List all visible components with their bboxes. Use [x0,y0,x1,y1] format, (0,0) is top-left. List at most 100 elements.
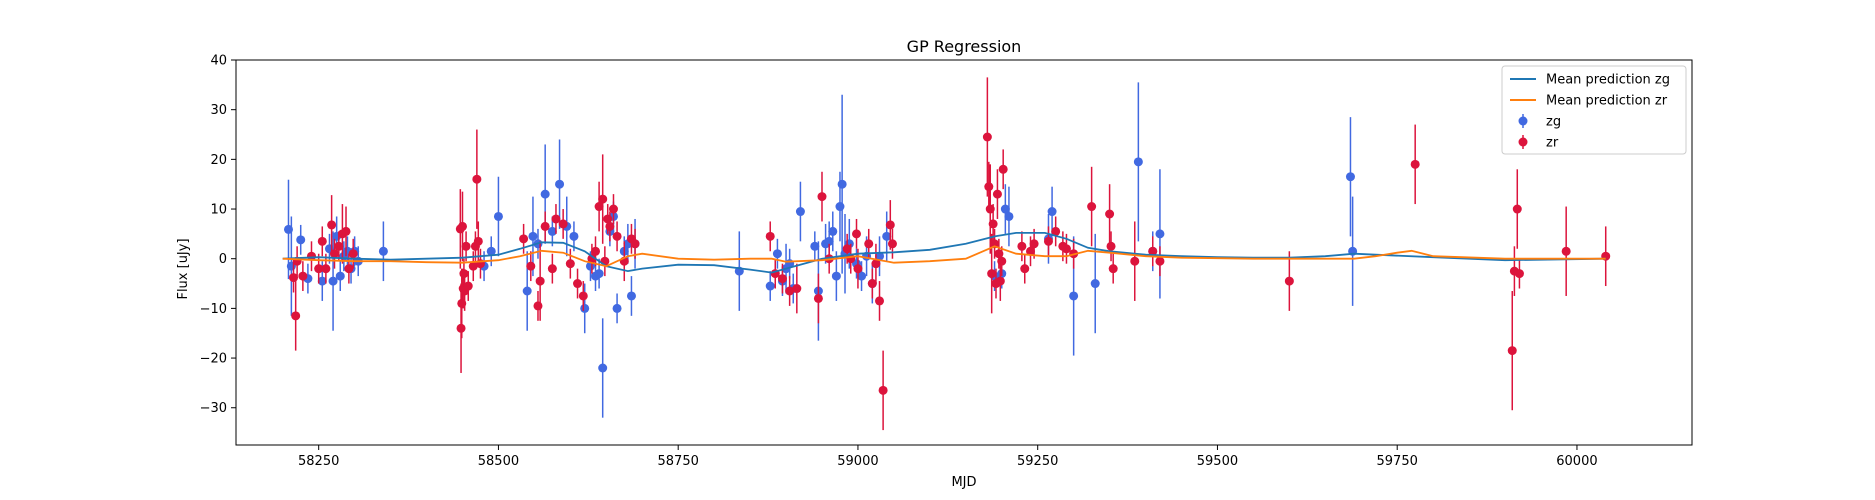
point-zg [875,251,885,261]
legend: Mean prediction zg Mean prediction zr zg zr [1501,65,1687,155]
point-zr [341,226,351,236]
point-zg [824,236,834,246]
legend-item-mean-zr: Mean prediction zr [1510,94,1668,109]
y-tick-label: −10 [200,302,227,317]
x-tick-label: 58500 [478,454,519,469]
point-zr [317,236,327,246]
x-tick-label: 59250 [1017,454,1058,469]
point-zr [547,264,557,274]
point-zg [772,249,782,259]
point-zg [857,271,867,281]
chart-title: GP Regression [907,37,1022,56]
point-zr [334,241,344,251]
point-zr [587,254,597,264]
point-zg [795,207,805,217]
axes-frame [235,59,1693,446]
point-zr [1026,246,1036,256]
point-zr [1514,269,1524,279]
point-zr [1017,241,1027,251]
legend-item-zr: zr [1518,135,1559,151]
point-zr [842,244,852,254]
point-zr [298,271,308,281]
point-zr [1130,256,1140,266]
point-zg [1155,229,1165,239]
point-zr [565,259,575,269]
point-zg [335,271,345,281]
point-zr [853,264,863,274]
series-zr [289,77,1611,431]
point-zg [1133,157,1143,167]
point-zr [330,249,340,259]
point-zr [1148,246,1158,256]
point-zr [988,219,998,229]
point-zg [598,363,608,373]
point-zr [348,249,358,259]
point-zr [472,174,482,184]
point-zg [835,202,845,212]
point-zr [982,132,992,142]
point-zr [1561,246,1571,256]
axes: 58250 58500 58750 59000 59250 59500 59750 60000… [200,54,1693,469]
point-zg [837,179,847,189]
legend-label: Mean prediction zg [1546,73,1670,88]
point-zg [317,276,327,286]
point-zr [1029,239,1039,249]
point-zg [612,303,622,313]
point-zg [828,226,838,236]
point-zg [555,179,565,189]
mean-line-zr [282,245,1606,268]
y-tick-label: −20 [200,352,227,367]
point-zr [344,264,354,274]
point-zr [608,204,618,214]
point-zr [777,274,787,284]
point-zr [878,385,888,395]
point-zr [867,279,877,289]
point-zr [461,241,471,251]
point-zg [328,276,338,286]
point-zr [535,276,545,286]
point-zr [1020,264,1030,274]
point-zg [882,231,892,241]
point-zg [486,246,496,256]
point-zr [998,164,1008,174]
legend-label: Mean prediction zr [1546,94,1668,109]
y-tick-label: 30 [210,103,227,118]
point-zr [540,221,550,231]
point-zr [1108,264,1118,274]
point-zg [1090,279,1100,289]
point-zg [580,303,590,313]
x-tick-label: 58250 [298,454,339,469]
x-tick-label: 59500 [1197,454,1238,469]
point-zr [558,219,568,229]
point-zr [612,231,622,241]
mean-line-zg [282,232,1606,274]
point-zr [630,239,640,249]
point-zr [578,291,588,301]
point-zr [289,273,299,283]
point-zg [378,246,388,256]
point-zg [528,231,538,241]
point-zr [1155,256,1165,266]
point-zr [526,261,536,271]
point-zr [990,239,1000,249]
point-zr [1410,159,1420,169]
y-tick-label: 0 [219,252,227,267]
x-tick-label: 60000 [1556,454,1597,469]
x-tick-label: 59000 [837,454,878,469]
point-zr [1043,236,1053,246]
point-zr [594,202,604,212]
point-zr [321,264,331,274]
point-zg [765,281,775,291]
point-zg [1000,204,1010,214]
legend-item-zg: zg [1518,114,1561,130]
point-zr [519,234,529,244]
legend-marker-swatch [1518,137,1528,147]
point-zr [291,311,301,321]
point-zr [468,261,478,271]
point-zr [887,239,897,249]
point-zr [463,281,473,291]
x-axis-label: MJD [951,475,976,490]
point-zg [831,271,841,281]
point-zr [573,279,583,289]
point-zr [885,220,895,230]
